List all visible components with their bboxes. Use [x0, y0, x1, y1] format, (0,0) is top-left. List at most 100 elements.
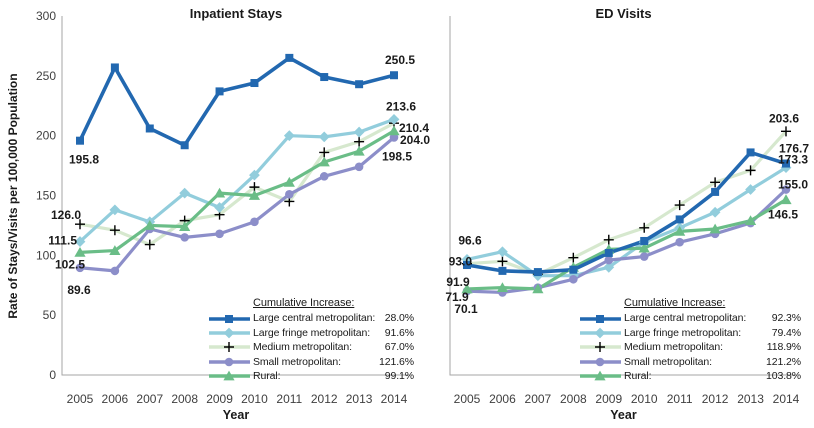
legend-ed: Cumulative Increase: Large central metro…	[579, 296, 801, 383]
chart-text: 146.5	[768, 208, 798, 222]
legend-label: Large central metropolitan:	[624, 312, 747, 325]
square-marker-icon	[580, 314, 621, 323]
legend-label: Small metropolitan:	[624, 355, 712, 368]
series-line-rural	[79, 129, 395, 254]
legend-label: Large fringe metropolitan:	[253, 326, 371, 339]
plot-0: 0 50 100 150 200 250 300 2005 2006 2007 2008 2009 20…	[36, 9, 430, 406]
chart-text: 213.6	[386, 99, 416, 113]
chart-text: 198.5	[382, 149, 412, 163]
legend-value: 121.2%	[765, 355, 801, 368]
chart-text: 2011	[276, 392, 302, 406]
chart-text: 195.8	[69, 153, 99, 167]
plot-1: 2005 2006 2007 2008 2009 2010 2011 2012 2013 2014…	[445, 16, 809, 406]
chart-text: 102.5	[55, 257, 85, 271]
chart-text: 70.1	[454, 302, 478, 316]
legend-item-rural: Rural: 99.1%	[208, 369, 414, 383]
x-axis-title-left: Year	[222, 408, 250, 422]
legend-value: 28.0%	[384, 312, 414, 325]
chart-title-ed-visits: ED Visits	[595, 6, 652, 21]
chart-text: 96.6	[458, 233, 482, 247]
legend-item-large-fringe: Large fringe metropolitan: 79.4%	[579, 326, 801, 340]
diamond-marker-icon	[209, 327, 250, 339]
legend-value: 91.6%	[384, 326, 414, 339]
legend-swatch-large-fringe	[208, 327, 253, 339]
legend-label: Large fringe metropolitan:	[624, 326, 742, 339]
legend-item-large-central: Large central metropolitan: 28.0%	[208, 311, 414, 325]
chart-text: 50	[43, 308, 57, 322]
chart-text: 2014	[381, 392, 408, 406]
chart-text: 71.9	[445, 290, 469, 304]
chart-text: 176.7	[779, 142, 809, 156]
series-line-rural	[466, 198, 787, 291]
circle-marker-icon	[580, 357, 621, 367]
legend-label: Rural:	[253, 369, 281, 382]
legend-swatch-small	[579, 356, 624, 368]
series-markers-medium-metropolitan	[75, 118, 399, 250]
legend-label: Medium metropolitan:	[253, 341, 352, 354]
legend-value: 99.1%	[384, 369, 414, 382]
triangle-marker-icon	[209, 370, 250, 381]
legend-label: Large central metropolitan:	[253, 312, 376, 325]
legend-item-medium: Medium metropolitan: 67.0%	[208, 340, 414, 354]
circle-marker-icon	[209, 357, 250, 367]
chart-text: 93.0	[449, 255, 473, 269]
chart-text: 2006	[489, 392, 516, 406]
legend-label: Medium metropolitan:	[624, 341, 723, 354]
chart-text: 126.0	[51, 208, 81, 222]
chart-text: 2009	[206, 392, 233, 406]
legend-swatch-rural	[208, 370, 253, 382]
chart-text: 0	[49, 368, 56, 382]
chart-text: 2012	[702, 392, 729, 406]
chart-text: 2008	[560, 392, 587, 406]
plus-marker-icon	[209, 342, 250, 353]
series-line-large-fringe-metropolitan	[466, 166, 787, 278]
legend-item-rural: Rural: 103.8%	[579, 369, 801, 383]
legend-value: 118.9%	[766, 341, 801, 354]
chart-text: 100	[36, 248, 56, 262]
axis-lines	[449, 16, 797, 376]
chart-text: 150	[36, 189, 56, 203]
legend-swatch-large-central	[579, 313, 624, 325]
chart-text: 173.3	[778, 153, 808, 167]
legend-item-small: Small metropolitan: 121.6%	[208, 355, 414, 369]
legend-swatch-medium	[208, 341, 253, 353]
chart-text: 2009	[595, 392, 622, 406]
chart-text: 2012	[311, 392, 338, 406]
diamond-marker-icon	[580, 327, 621, 339]
legend-item-large-central: Large central metropolitan: 92.3%	[579, 311, 801, 325]
series-line-medium-metropolitan	[466, 130, 788, 277]
square-marker-icon	[209, 314, 250, 323]
legend-swatch-medium	[579, 341, 624, 353]
series-markers-small-metropolitan	[462, 185, 791, 297]
legend-title: Cumulative Increase:	[253, 297, 355, 309]
chart-text: 2010	[241, 392, 268, 406]
chart-text: 2005	[454, 392, 481, 406]
series-line-large-fringe-metropolitan	[78, 117, 395, 243]
legend-swatch-rural	[579, 370, 624, 382]
series-line-large-central-metropolitan	[466, 150, 787, 274]
chart-text: 2005	[67, 392, 94, 406]
legend-label: Small metropolitan:	[253, 355, 341, 368]
legend-label: Rural:	[624, 369, 652, 382]
chart-text: 200	[36, 129, 56, 143]
series-markers-rural	[74, 125, 400, 257]
y-axis-title: Rate of Stays/Visits per 100,000 Populat…	[6, 73, 20, 319]
chart-text: 204.0	[400, 133, 430, 147]
chart-text: 2007	[525, 392, 552, 406]
chart-text: 2014	[773, 392, 800, 406]
chart-text: 300	[36, 9, 56, 23]
chart-text: 89.6	[67, 283, 91, 297]
legend-title: Cumulative Increase:	[624, 297, 726, 309]
chart-text: 2006	[102, 392, 129, 406]
chart-text: 2013	[737, 392, 764, 406]
chart-text: 2011	[667, 392, 693, 406]
axis-lines	[61, 16, 410, 376]
series-line-small-metropolitan	[466, 188, 788, 295]
legend-swatch-large-central	[208, 313, 253, 325]
series-line-large-central-metropolitan	[78, 56, 395, 148]
chart-text: 91.9	[446, 275, 470, 289]
legend-value: 121.6%	[378, 355, 414, 368]
legend-swatch-small	[208, 356, 253, 368]
chart-text: 2013	[346, 392, 373, 406]
